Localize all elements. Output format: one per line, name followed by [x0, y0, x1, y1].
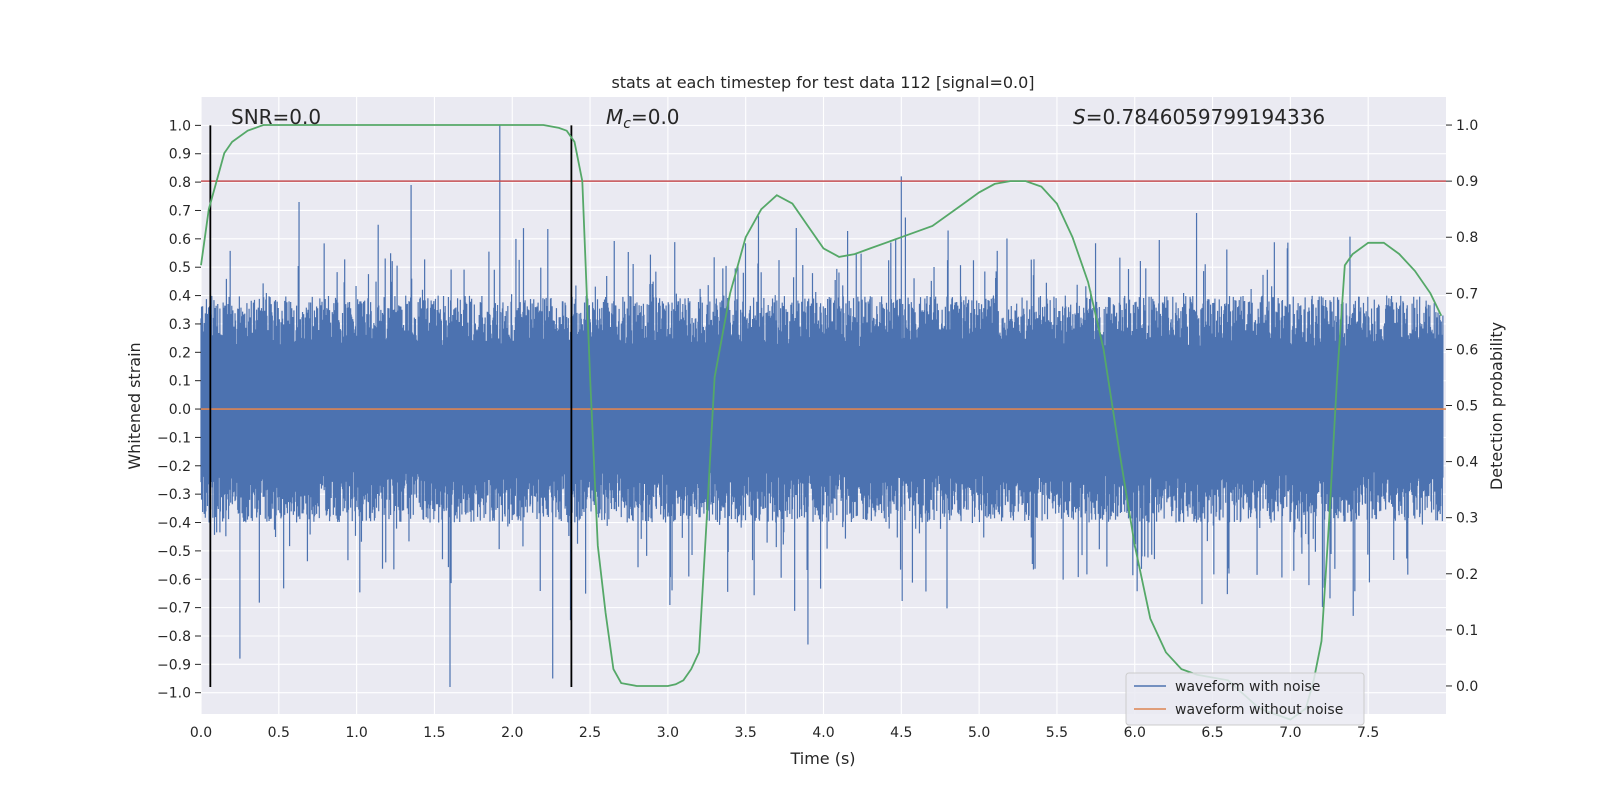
y-tick-label: 1.0	[169, 118, 191, 134]
x-tick-label: 6.0	[1124, 725, 1146, 741]
annotation-chirp-mass-symbol: M	[606, 105, 623, 129]
y-tick-label: −0.5	[157, 544, 191, 560]
x-tick-label: 7.5	[1357, 725, 1379, 741]
annotation-chirp-mass: Mc=0.0	[606, 105, 680, 132]
x-tick-label: 7.0	[1279, 725, 1301, 741]
y-right-tick-label: 0.0	[1456, 679, 1478, 695]
x-tick-label: 6.5	[1201, 725, 1223, 741]
y-right-axis-label: Detection probability	[1487, 322, 1506, 490]
y-tick-label: 0.7	[169, 203, 191, 219]
y-axis-label: Whitened strain	[125, 342, 144, 469]
x-tick-label: 0.0	[190, 725, 212, 741]
y-tick-label: −1.0	[157, 686, 191, 702]
annotation-score: S=0.7846059799194336	[1073, 105, 1325, 129]
x-tick-label: 1.5	[423, 725, 445, 741]
x-axis-label: Time (s)	[789, 749, 855, 768]
y-right-tick-label: 1.0	[1456, 118, 1478, 134]
y-tick-label: 0.2	[169, 345, 191, 361]
y-tick-label: 0.4	[169, 289, 191, 305]
y-tick-label: −0.6	[157, 572, 191, 588]
annotation-score-value: =0.7846059799194336	[1086, 105, 1325, 129]
y-right-tick-label: 0.9	[1456, 174, 1478, 190]
x-tick-label: 2.0	[501, 725, 523, 741]
x-tick-label: 5.5	[1046, 725, 1068, 741]
y-right-tick-label: 0.7	[1456, 286, 1478, 302]
y-right-tick-label: 0.6	[1456, 342, 1478, 358]
y-right-tick-label: 0.5	[1456, 399, 1478, 415]
x-axis-ticks: 0.0 0.5 1.0 1.5 2.0 2.5 3.0 3.5 4.0 4.5 5.0 5.5 6.0 6…	[190, 725, 1379, 741]
chart-title: stats at each timestep for test data 112…	[611, 73, 1034, 92]
y-right-axis-ticks: 0.0 0.1 0.2 0.3 0.4 0.5 0.6 0.7 0.8 0.9 1.0	[1446, 118, 1478, 695]
y-tick-label: −0.3	[157, 487, 191, 503]
legend: waveform with noise waveform without noi…	[1125, 672, 1365, 726]
marker-lines	[209, 125, 573, 688]
y-tick-label: 0.6	[169, 232, 191, 248]
y-right-tick-label: 0.8	[1456, 230, 1478, 246]
y-tick-label: −0.9	[157, 657, 191, 673]
x-tick-label: 4.5	[890, 725, 912, 741]
x-tick-label: 2.5	[579, 725, 601, 741]
x-tick-label: 4.0	[812, 725, 834, 741]
y-tick-label: −0.8	[157, 629, 191, 645]
y-tick-label: 0.1	[169, 374, 191, 390]
annotation-chirp-mass-subscript: c	[623, 116, 631, 132]
y-axis-ticks: −1.0 −0.9 −0.8 −0.7 −0.6 −0.5 −0.4 −0.3 −0.2 −0.1…	[157, 118, 201, 702]
x-tick-label: 1.0	[345, 725, 367, 741]
x-tick-label: 3.0	[657, 725, 679, 741]
x-tick-label: 3.5	[735, 725, 757, 741]
y-right-tick-label: 0.1	[1456, 623, 1478, 639]
legend-box	[1125, 672, 1365, 726]
y-tick-label: 0.5	[169, 260, 191, 276]
y-right-tick-label: 0.2	[1456, 567, 1478, 583]
legend-label-waveform-without-noise: waveform without noise	[1175, 702, 1343, 718]
x-tick-label: 5.0	[968, 725, 990, 741]
y-tick-label: 0.9	[169, 147, 191, 163]
y-tick-label: −0.2	[157, 459, 191, 475]
x-tick-label: 0.5	[268, 725, 290, 741]
y-tick-label: −0.7	[157, 601, 191, 617]
y-right-tick-label: 0.3	[1456, 511, 1478, 527]
y-tick-label: −0.4	[157, 516, 191, 532]
y-tick-label: 0.0	[169, 402, 191, 418]
y-right-tick-label: 0.4	[1456, 455, 1478, 471]
y-tick-label: −0.1	[157, 430, 191, 446]
annotation-score-symbol: S	[1073, 105, 1086, 129]
annotation-chirp-mass-value: =0.0	[631, 105, 680, 129]
legend-label-waveform-with-noise: waveform with noise	[1175, 679, 1320, 695]
y-tick-label: 0.8	[169, 175, 191, 191]
annotation-snr: SNR=0.0	[231, 105, 321, 129]
y-tick-label: 0.3	[169, 317, 191, 333]
